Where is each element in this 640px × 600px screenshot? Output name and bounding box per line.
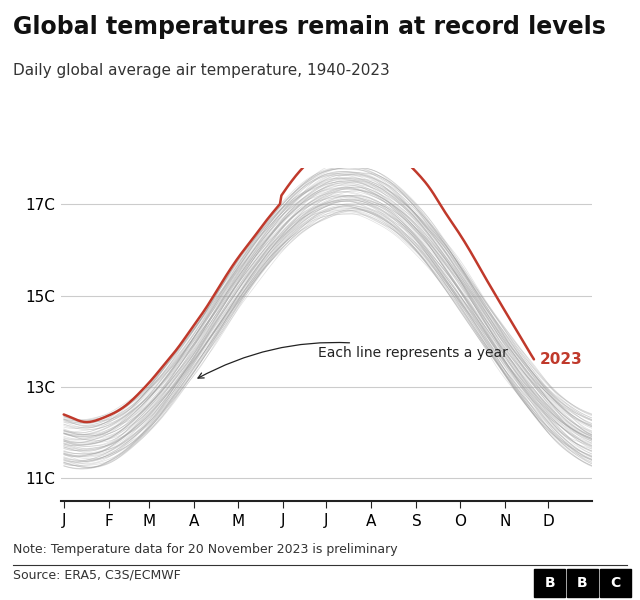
Text: Daily global average air temperature, 1940-2023: Daily global average air temperature, 19… <box>13 63 390 78</box>
Text: Each line represents a year: Each line represents a year <box>198 343 508 378</box>
Text: Source: ERA5, C3S/ECMWF: Source: ERA5, C3S/ECMWF <box>13 568 180 581</box>
Bar <box>600 569 631 596</box>
Text: C: C <box>611 575 621 590</box>
Text: Global temperatures remain at record levels: Global temperatures remain at record lev… <box>13 15 605 39</box>
Bar <box>568 569 598 596</box>
Text: B: B <box>577 575 588 590</box>
Text: B: B <box>544 575 555 590</box>
Bar <box>534 569 564 596</box>
Text: Note: Temperature data for 20 November 2023 is preliminary: Note: Temperature data for 20 November 2… <box>13 543 397 556</box>
Text: 2023: 2023 <box>540 352 582 367</box>
